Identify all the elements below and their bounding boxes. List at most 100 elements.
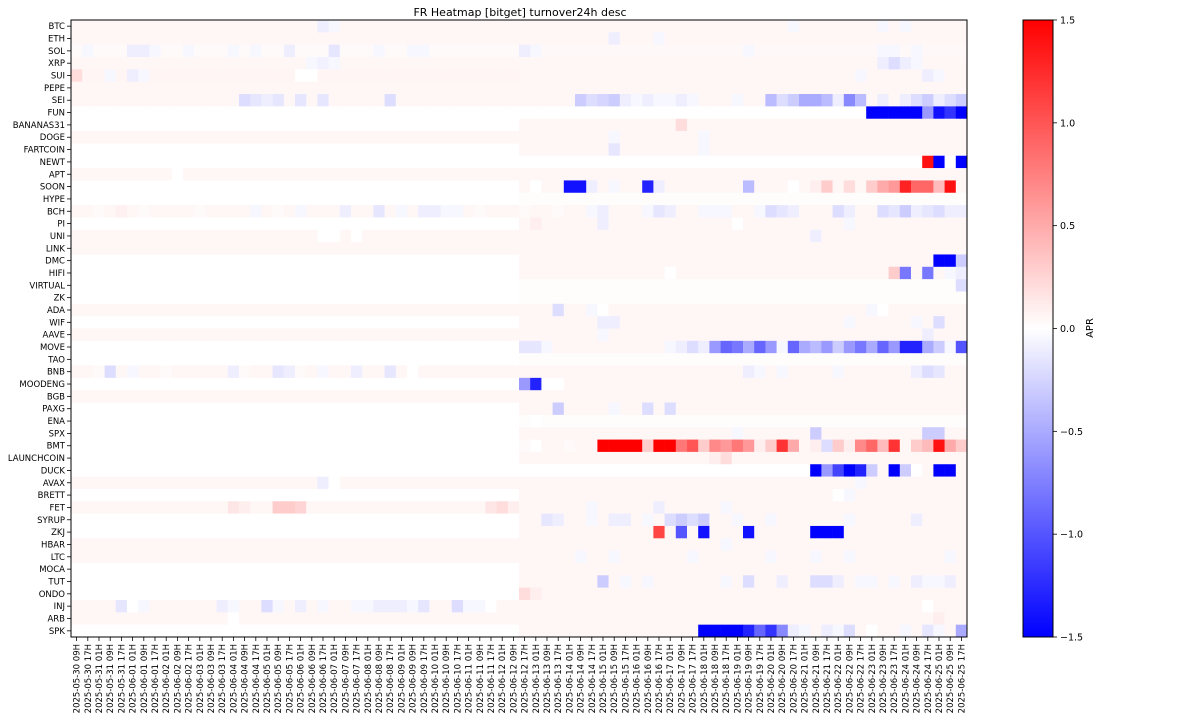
heatmap-cell [227, 316, 240, 329]
heatmap-cell [160, 476, 173, 490]
heatmap-cell [194, 69, 206, 82]
heatmap-cell [216, 279, 229, 292]
heatmap-cell [597, 57, 609, 70]
heatmap-cell [216, 217, 229, 231]
heatmap-cell [519, 390, 531, 403]
heatmap-cell [720, 451, 733, 465]
heatmap-cell [317, 143, 329, 157]
heatmap-cell [395, 414, 408, 428]
heatmap-cell [317, 131, 329, 144]
heatmap-cell [463, 340, 475, 354]
heatmap-cell [239, 205, 251, 218]
heatmap-cell [104, 81, 117, 95]
x-tick-label: 2025-05-30 09H [73, 644, 83, 713]
heatmap-cell [183, 390, 195, 403]
heatmap-cell [261, 538, 273, 551]
heatmap-cell [922, 69, 934, 82]
heatmap-cell [866, 451, 878, 465]
heatmap-cell [698, 612, 710, 625]
heatmap-cell [888, 279, 901, 292]
heatmap-cell [776, 451, 789, 465]
heatmap-cell [496, 155, 509, 169]
heatmap-cell [351, 94, 363, 107]
heatmap-cell [922, 106, 934, 120]
heatmap-cell [306, 353, 318, 366]
heatmap-cell [384, 451, 397, 465]
heatmap-cell [451, 279, 464, 292]
heatmap-cell [597, 192, 609, 206]
heatmap-cell [440, 131, 453, 144]
heatmap-cell [709, 192, 721, 206]
heatmap-cell [855, 131, 867, 144]
x-tick-label: 2025-06-18 01H [700, 644, 710, 713]
heatmap-cell [754, 476, 766, 490]
heatmap-cell [810, 328, 822, 342]
heatmap-cell [530, 340, 542, 354]
heatmap-cell [306, 328, 318, 342]
heatmap-cell [552, 242, 565, 255]
heatmap-cell [642, 538, 654, 551]
heatmap-cell [642, 242, 654, 255]
heatmap-cell [227, 131, 240, 144]
heatmap-cell [384, 291, 397, 305]
y-tick-label: MOODENG [19, 380, 65, 390]
heatmap-cell [608, 488, 621, 502]
heatmap-cell [261, 562, 273, 576]
heatmap-cell [575, 587, 587, 601]
heatmap-cell [306, 464, 318, 477]
heatmap-cell [821, 254, 833, 268]
x-tick-label: 2025-06-10 09H [442, 644, 452, 713]
heatmap-cell [429, 205, 441, 218]
heatmap-cell [922, 242, 934, 255]
heatmap-cell [664, 439, 677, 453]
heatmap-cell [496, 57, 509, 70]
heatmap-cell [451, 501, 464, 514]
heatmap-cell [272, 353, 285, 366]
heatmap-cell [642, 365, 654, 379]
heatmap-cell [474, 464, 486, 477]
heatmap-cell [563, 402, 576, 416]
heatmap-cell [776, 538, 789, 551]
heatmap-cell [765, 180, 777, 194]
heatmap-cell [552, 168, 565, 181]
heatmap-cell [239, 242, 251, 255]
heatmap-cell [171, 192, 184, 206]
heatmap-cell [563, 20, 576, 33]
heatmap-cell [519, 266, 531, 280]
heatmap-cell [451, 205, 464, 218]
heatmap-cell [250, 131, 262, 144]
heatmap-cell [295, 587, 307, 601]
heatmap-cell [71, 550, 83, 564]
x-tick-label: 2025-06-05 17H [285, 644, 295, 713]
x-tick-label: 2025-06-04 17H [252, 644, 262, 713]
heatmap-cell [216, 303, 229, 317]
heatmap-cell [720, 81, 733, 95]
heatmap-cell [440, 118, 453, 132]
heatmap-cell [877, 316, 889, 329]
heatmap-cell [395, 390, 408, 403]
heatmap-cell [877, 217, 889, 231]
heatmap-cell [709, 599, 721, 613]
heatmap-cell [183, 501, 195, 514]
heatmap-cell [821, 57, 833, 70]
heatmap-cell [373, 242, 385, 255]
heatmap-cell [115, 106, 128, 120]
heatmap-cell [127, 575, 139, 588]
heatmap-cell [866, 20, 878, 33]
heatmap-cell [664, 538, 677, 551]
heatmap-cell [765, 538, 777, 551]
heatmap-cell [709, 513, 721, 527]
heatmap-cell [563, 538, 576, 551]
heatmap-cell [519, 180, 531, 194]
heatmap-cell [474, 562, 486, 576]
heatmap-cell [597, 131, 609, 144]
heatmap-cell [395, 513, 408, 527]
heatmap-cell [709, 464, 721, 477]
heatmap-cell [283, 57, 296, 70]
heatmap-cell [821, 94, 833, 107]
heatmap-cell [485, 624, 497, 638]
heatmap-cell [317, 328, 329, 342]
heatmap-cell [922, 94, 934, 107]
heatmap-cell [563, 205, 576, 218]
heatmap-cell [799, 20, 811, 33]
